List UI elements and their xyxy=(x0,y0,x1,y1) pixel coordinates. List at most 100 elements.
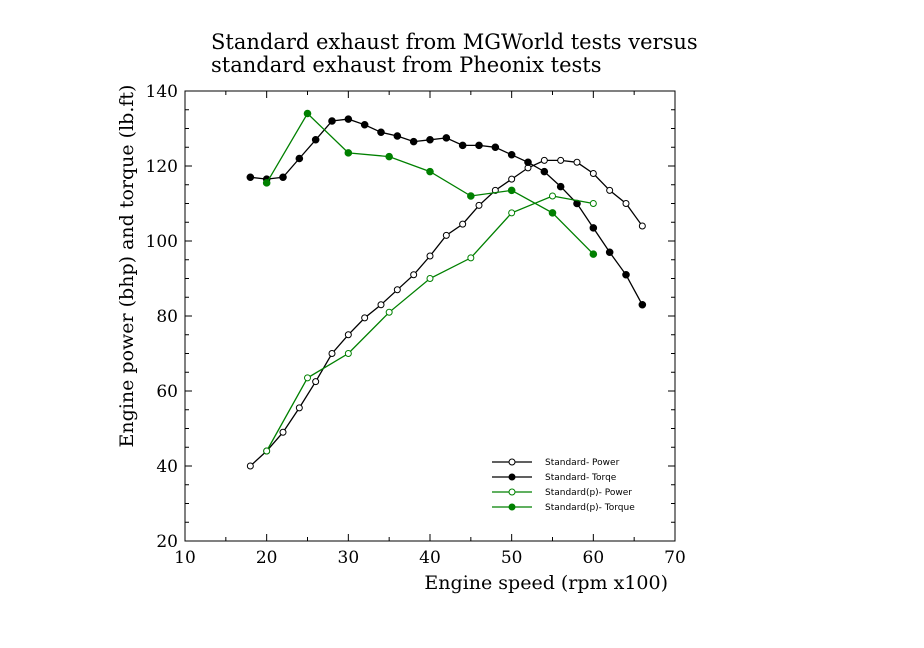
data-point xyxy=(279,173,287,182)
y-tick-label: 140 xyxy=(146,82,178,102)
data-point xyxy=(385,308,393,316)
series-4 xyxy=(262,109,598,258)
data-point xyxy=(344,115,353,123)
legend-item: Standard- Power xyxy=(492,458,620,468)
y-tick-label: 60 xyxy=(156,382,178,402)
data-point xyxy=(467,254,475,262)
data-point xyxy=(622,270,630,279)
legend-marker xyxy=(508,488,516,496)
legend-label: Standard- Power xyxy=(545,458,620,468)
data-point xyxy=(638,222,646,230)
legend-item: Standard(p)- Power xyxy=(492,488,632,498)
series-3 xyxy=(263,192,597,455)
data-point xyxy=(246,462,254,470)
data-point xyxy=(426,252,434,260)
data-point xyxy=(246,173,255,182)
data-point xyxy=(303,109,312,118)
data-point xyxy=(410,271,418,279)
data-point xyxy=(556,182,565,191)
data-point xyxy=(589,224,598,232)
x-axis-ticks: 10 20 30 40 50 60 70 xyxy=(174,91,686,568)
data-point xyxy=(442,134,451,142)
data-point xyxy=(393,286,401,294)
data-point xyxy=(361,314,369,322)
data-point xyxy=(557,156,565,164)
data-point xyxy=(442,231,450,239)
data-point xyxy=(638,300,647,309)
data-point xyxy=(344,149,353,157)
data-point xyxy=(508,209,516,217)
data-point xyxy=(304,374,311,382)
legend-marker xyxy=(508,503,516,511)
series-1 xyxy=(246,156,646,470)
data-point xyxy=(475,141,483,150)
data-point xyxy=(295,404,303,412)
data-point xyxy=(467,192,475,200)
legend-item: Standard(p)- Torque xyxy=(492,503,635,513)
data-point xyxy=(548,209,557,217)
x-tick-label: 20 xyxy=(256,548,278,568)
data-point xyxy=(426,167,434,176)
y-axis-ticks: 20 40 60 80 100 120 140 xyxy=(146,82,675,552)
data-point xyxy=(540,156,548,164)
data-point xyxy=(426,275,434,282)
y-tick-label: 40 xyxy=(156,457,178,477)
data-point xyxy=(524,158,532,167)
data-point xyxy=(589,200,597,207)
y-tick-label: 80 xyxy=(156,307,178,327)
data-point xyxy=(311,135,320,144)
data-point xyxy=(549,192,556,200)
data-point xyxy=(540,167,549,176)
data-point xyxy=(262,179,271,187)
data-point xyxy=(409,137,418,146)
data-point xyxy=(426,135,434,144)
data-point xyxy=(328,117,336,125)
data-point xyxy=(459,220,467,228)
legend-label: Standard- Torqe xyxy=(545,473,617,483)
data-point xyxy=(589,250,598,258)
data-point xyxy=(475,201,483,209)
data-point xyxy=(491,143,500,152)
legend-marker xyxy=(508,473,516,481)
x-axis-label: Engine speed (rpm x100) xyxy=(424,572,668,594)
data-point xyxy=(279,428,287,436)
legend-marker xyxy=(508,458,516,466)
data-point xyxy=(458,141,467,150)
y-tick-label: 100 xyxy=(146,232,178,252)
data-point xyxy=(312,378,320,386)
data-point xyxy=(360,120,369,129)
data-point xyxy=(344,331,352,339)
data-point xyxy=(507,150,516,159)
data-point xyxy=(328,350,336,357)
series-line xyxy=(249,159,643,467)
data-point xyxy=(573,158,581,166)
legend-label: Standard(p)- Torque xyxy=(545,503,635,513)
y-tick-label: 120 xyxy=(146,157,178,177)
x-tick-label: 10 xyxy=(174,548,196,568)
series-2 xyxy=(246,115,647,309)
y-axis-label: Engine power (bhp) and torque (lb.ft) xyxy=(116,85,138,448)
y-tick-label: 20 xyxy=(156,532,178,552)
chart-title-line-1: Standard exhaust from MGWorld tests vers… xyxy=(211,30,698,54)
legend-label: Standard(p)- Power xyxy=(545,488,632,498)
data-point xyxy=(377,128,385,137)
chart-title-line-2: standard exhaust from Pheonix tests xyxy=(211,53,602,77)
x-tick-label: 40 xyxy=(419,548,441,568)
legend-item: Standard- Torqe xyxy=(492,473,617,483)
data-point xyxy=(393,132,402,140)
data-point xyxy=(295,154,304,163)
series-layer xyxy=(246,109,647,470)
data-point xyxy=(385,152,393,161)
data-point xyxy=(507,186,516,195)
data-point xyxy=(606,186,614,194)
x-tick-label: 70 xyxy=(664,548,686,568)
x-tick-label: 50 xyxy=(501,548,523,568)
x-tick-label: 60 xyxy=(583,548,605,568)
data-point xyxy=(605,248,614,257)
data-point xyxy=(508,175,516,183)
series-line xyxy=(266,195,594,452)
data-point xyxy=(622,200,630,207)
legend: Standard- Power Standard- Torqe Standard(p… xyxy=(492,458,635,513)
data-point xyxy=(377,301,385,309)
